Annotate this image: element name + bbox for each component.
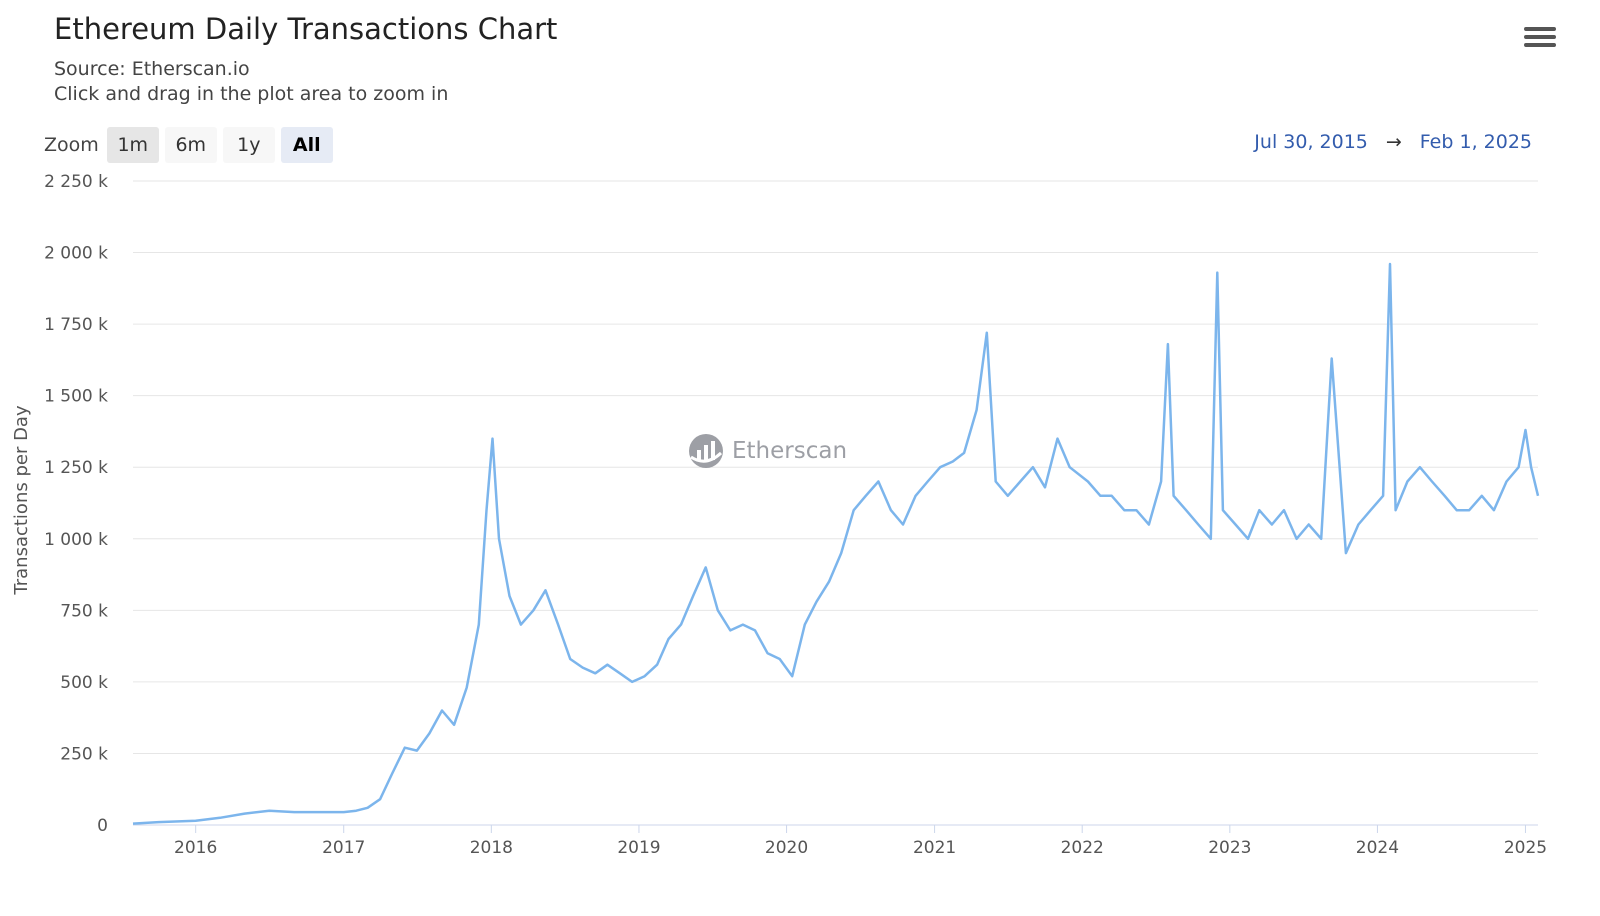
chart-title: Ethereum Daily Transactions Chart [54,12,558,46]
range-from-date[interactable]: Jul 30, 2015 [1254,131,1368,153]
y-tick-label: 250 k [60,744,108,764]
x-tick-label: 2019 [617,838,660,858]
y-tick-label: 500 k [60,673,108,693]
zoom-button-6m[interactable]: 6m [164,127,217,163]
x-axis-ticks: 2016 2017 2018 2019 2020 2021 2022 2023 2024 2025 [174,825,1547,858]
y-tick-label: 0 [97,816,108,836]
zoom-hint: Click and drag in the plot area to zoom … [54,83,449,105]
y-tick-label: 1 500 k [44,387,108,407]
x-tick-label: 2025 [1504,838,1547,858]
etherscan-logo-icon [689,434,723,468]
x-tick-label: 2022 [1061,838,1104,858]
etherscan-watermark: Etherscan [688,433,847,469]
watermark-text: Etherscan [732,438,848,464]
x-tick-label: 2023 [1208,838,1251,858]
menu-bar [1524,43,1556,47]
series-line[interactable] [132,262,1540,825]
y-axis-ticks: 0 250 k 500 k 750 k 1 000 k 1 250 k 1 500 k 1 7… [44,172,108,836]
range-to-date[interactable]: Feb 1, 2025 [1419,131,1532,153]
range-selector: Zoom 1m 6m 1y All [44,127,333,163]
y-axis-title: Transactions per Day [11,405,32,596]
range-arrow: → [1385,131,1402,153]
export-menu-icon[interactable] [1524,22,1556,52]
y-tick-label: 1 750 k [44,315,108,335]
zoom-button-1y[interactable]: 1y [222,127,275,163]
y-tick-label: 2 000 k [44,244,108,264]
date-range-display: Jul 30, 2015 → Feb 1, 2025 [1254,131,1532,153]
x-tick-label: 2024 [1356,838,1399,858]
grid-lines [133,180,1538,826]
menu-bar [1524,27,1556,31]
x-tick-label: 2017 [322,838,365,858]
zoom-button-all[interactable]: All [280,127,333,163]
y-tick-label: 750 k [60,601,108,621]
x-tick-label: 2021 [913,838,956,858]
x-tick-label: 2020 [765,838,808,858]
zoom-label: Zoom [44,134,99,156]
y-tick-label: 2 250 k [44,172,108,192]
x-tick-label: 2016 [174,838,217,858]
zoom-button-1m[interactable]: 1m [106,127,159,163]
chart-source: Source: Etherscan.io [54,58,250,80]
menu-bar [1524,35,1556,39]
y-tick-label: 1 250 k [44,458,108,478]
y-tick-label: 1 000 k [44,530,108,550]
x-tick-label: 2018 [470,838,513,858]
